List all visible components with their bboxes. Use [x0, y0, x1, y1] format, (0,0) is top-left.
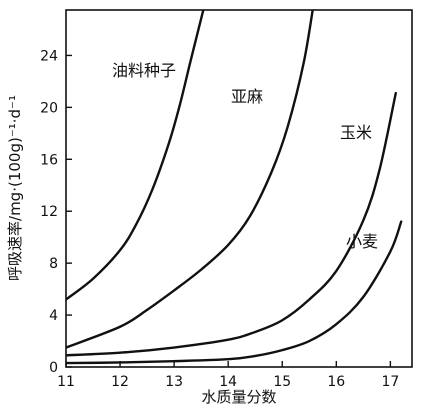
y-tick-label: 16	[40, 152, 58, 168]
x-tick-label: 16	[327, 374, 345, 390]
axis-ticks	[65, 54, 392, 368]
x-tick-label: 17	[381, 374, 399, 390]
curves-group	[66, 10, 403, 365]
wheat-curve	[66, 220, 403, 365]
plot-frame	[65, 9, 413, 368]
y-tick-label: 20	[40, 100, 58, 116]
x-tick-label: 13	[165, 374, 183, 390]
tick-labels: 11 12 13 14 15 16 17 0 4 8 12 16 20 24	[40, 48, 399, 390]
wheat-label: 小麦	[346, 232, 378, 251]
x-axis-label: 水质量分数	[201, 388, 276, 406]
x-tick-label: 14	[219, 374, 237, 390]
corn-curve	[66, 91, 397, 357]
y-tick-label: 0	[49, 360, 58, 376]
flax-label: 亚麻	[231, 87, 263, 106]
y-tick-label: 12	[40, 204, 58, 220]
corn-label: 玉米	[340, 123, 372, 142]
y-axis-label: 呼吸速率/mg·(100g)⁻¹·d⁻¹	[6, 95, 24, 281]
oil-seed-label: 油料种子	[112, 61, 176, 80]
y-tick-label: 24	[40, 48, 58, 64]
oil-seed-curve	[66, 10, 205, 301]
y-tick-label: 8	[49, 256, 58, 272]
x-tick-label: 12	[111, 374, 129, 390]
x-tick-label: 15	[273, 374, 291, 390]
y-tick-label: 4	[49, 308, 58, 324]
flax-curve	[66, 10, 314, 349]
x-tick-label: 11	[57, 374, 75, 390]
